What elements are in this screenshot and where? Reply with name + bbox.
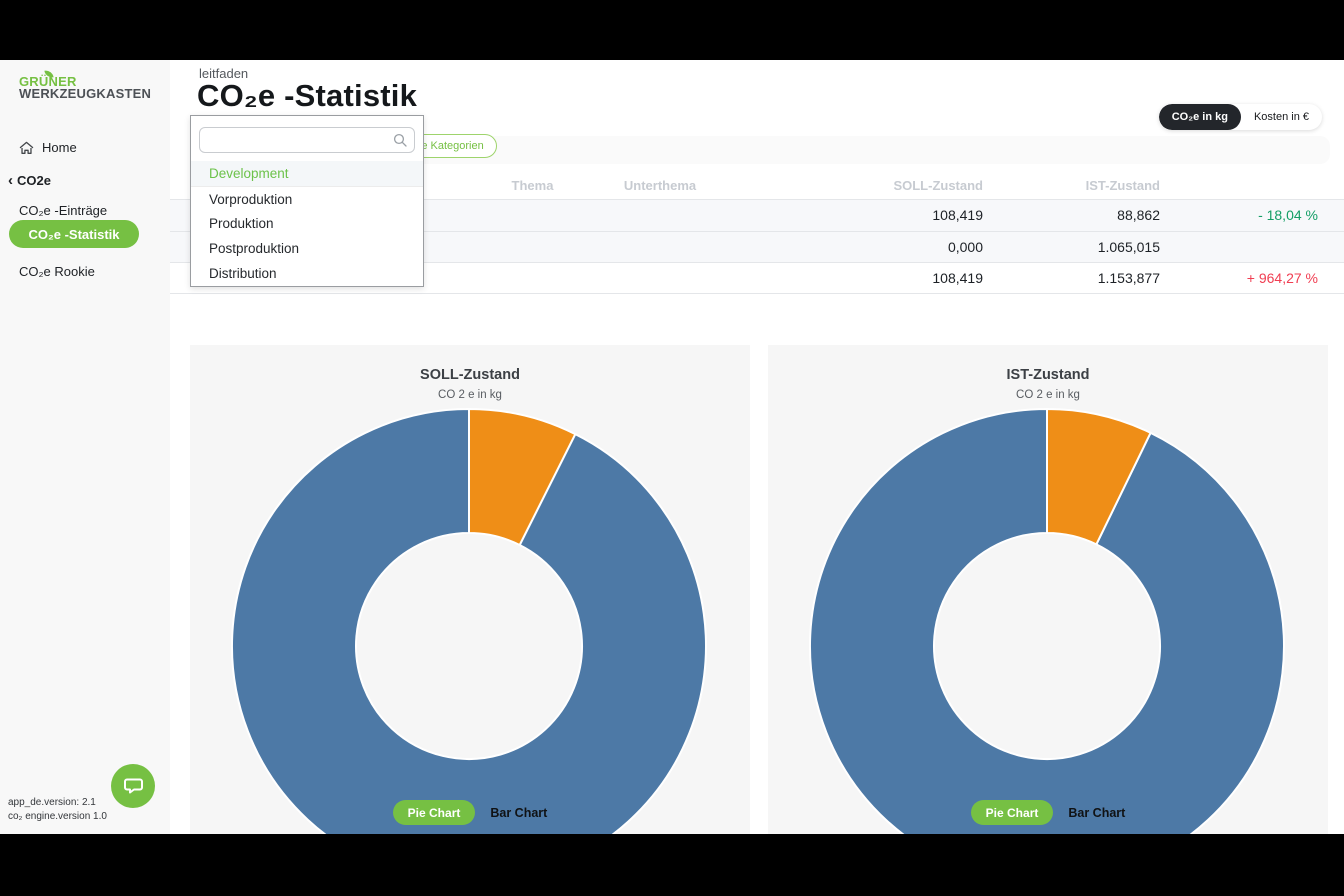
cell-soll: 108,419: [932, 207, 983, 224]
dropdown-item-distribution[interactable]: Distribution: [209, 266, 277, 282]
cell-change: + 964,27 %: [1246, 269, 1318, 286]
sidebar-item-label: CO₂e Rookie: [19, 264, 95, 279]
logo-line-2: WERKZEUGKASTEN: [19, 86, 152, 101]
chart-subtitle: CO 2 e in kg: [1016, 389, 1080, 401]
cell-soll: 108,419: [932, 269, 983, 286]
cell-change: - 18,04 %: [1258, 207, 1318, 224]
chart-panel-ist: IST-Zustand CO 2 e in kg Pie Chart Bar C…: [768, 345, 1328, 834]
col-ist-zustand: IST-Zustand: [1085, 178, 1160, 193]
cell-ist: 88,862: [1117, 207, 1160, 224]
pie-chart-button[interactable]: Pie Chart: [970, 800, 1054, 825]
table-header-row: Thema Unterthema SOLL-Zustand IST-Zustan…: [170, 172, 1344, 199]
toggle-kosten-in-euro[interactable]: Kosten in €: [1253, 111, 1309, 123]
chevron-left-icon: ‹: [8, 172, 13, 189]
dropdown-item-produktion[interactable]: Produktion: [209, 216, 274, 232]
sidebar-item-co2e-rookie[interactable]: CO₂e Rookie: [0, 258, 170, 285]
sidebar-item-home[interactable]: Home: [19, 140, 77, 155]
search-input[interactable]: [208, 129, 393, 151]
chart-title: SOLL-Zustand: [420, 367, 520, 383]
dropdown-item-vorproduktion[interactable]: Vorproduktion: [209, 191, 293, 207]
category-dropdown: Development Vorproduktion Produktion Pos…: [190, 115, 424, 287]
page-title: CO₂e -Statistik: [197, 78, 418, 113]
bar-chart-button[interactable]: Bar Chart: [490, 805, 548, 820]
sidebar: GRÜNER WERKZEUGKASTEN Home ‹ CO2e CO₂e -E…: [0, 60, 170, 834]
table-row-total: 108,419 1.153,877 + 964,27 %: [170, 262, 1344, 294]
donut-chart-ist: [809, 408, 1285, 834]
app-logo: GRÜNER WERKZEUGKASTEN: [19, 69, 152, 101]
app-window: GRÜNER WERKZEUGKASTEN Home ‹ CO2e CO₂e -E…: [0, 60, 1344, 834]
logo-line-1: GRÜNER: [19, 69, 151, 88]
breadcrumb: leitfaden: [199, 66, 249, 81]
unit-toggle: CO₂e in kg Kosten in €: [1158, 104, 1322, 130]
home-icon: [19, 141, 34, 154]
sidebar-item-label: CO₂e -Statistik: [28, 226, 120, 242]
sidebar-section-label: CO2e: [17, 173, 51, 188]
chat-bubble-icon: [124, 778, 143, 794]
cell-soll: 0,000: [947, 238, 983, 255]
dropdown-item-development[interactable]: Development: [191, 161, 423, 187]
sidebar-item-co2e-statistik[interactable]: CO₂e -Statistik: [9, 220, 139, 248]
main-content: leitfaden CO₂e -Statistik CO₂e in kg Kos…: [170, 60, 1344, 834]
sidebar-item-co2e-eintraege[interactable]: CO₂e -Einträge: [0, 197, 170, 224]
toggle-co2e-in-kg[interactable]: CO₂e in kg: [1158, 104, 1241, 130]
chart-subtitle: CO 2 e in kg: [438, 389, 502, 401]
pie-chart-button[interactable]: Pie Chart: [392, 800, 476, 825]
sidebar-home-label: Home: [42, 140, 77, 155]
app-version: app_de.version: 2.1: [8, 797, 96, 808]
chart-panel-soll: SOLL-Zustand CO 2 e in kg Pie Chart Bar …: [190, 345, 750, 834]
col-soll-zustand: SOLL-Zustand: [893, 178, 983, 193]
dropdown-search: [199, 127, 415, 153]
chat-button[interactable]: [111, 764, 155, 808]
col-unterthema: Unterthema: [623, 178, 697, 193]
sidebar-section-co2e[interactable]: ‹ CO2e: [8, 172, 51, 189]
engine-version: co₂ engine.version 1.0: [8, 811, 107, 822]
chart-title: IST-Zustand: [1006, 367, 1090, 383]
dropdown-item-postproduktion[interactable]: Postproduktion: [209, 241, 300, 257]
sidebar-item-label: CO₂e -Einträge: [19, 203, 108, 218]
chart-type-toggle: Pie Chart Bar Chart: [768, 800, 1328, 825]
version-info: app_de.version: 2.1 co₂ engine.version 1…: [8, 796, 107, 824]
cell-ist: 1.065,015: [1097, 238, 1160, 255]
chart-type-toggle: Pie Chart Bar Chart: [190, 800, 750, 825]
col-thema: Thema: [511, 178, 554, 193]
cell-ist: 1.153,877: [1097, 269, 1160, 286]
donut-chart-soll: [231, 408, 707, 834]
search-icon: [393, 133, 407, 147]
dropdown-list: Development Vorproduktion Produktion Pos…: [191, 161, 423, 286]
bar-chart-button[interactable]: Bar Chart: [1068, 805, 1126, 820]
